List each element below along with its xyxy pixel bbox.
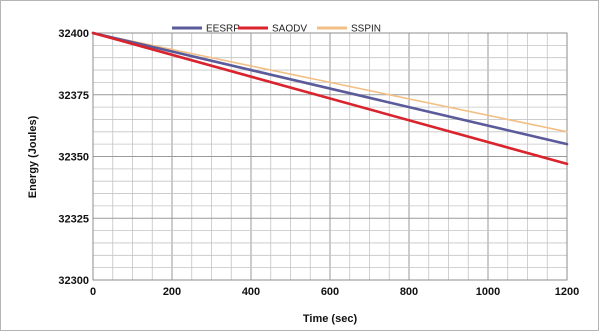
legend-entry-eesrp: EESRP (172, 24, 240, 35)
x-tick-label: 0 (90, 286, 96, 298)
plot-border (92, 32, 568, 281)
x-axis-title: Time (sec) (303, 313, 358, 325)
legend: EESRP SAODV SSPIN (172, 24, 381, 35)
legend-label: SAODV (272, 24, 307, 35)
legend-label: SSPIN (351, 24, 381, 35)
y-tick-label: 32350 (58, 152, 89, 164)
legend-label: EESRP (206, 24, 240, 35)
grid-layer (92, 32, 568, 281)
x-tick-label: 1200 (555, 286, 579, 298)
legend-entry-sspin: SSPIN (317, 24, 381, 35)
y-tick-label: 32325 (58, 213, 89, 225)
series-layer (91, 31, 569, 166)
legend-entry-saodv: SAODV (238, 24, 307, 35)
x-tick-label: 800 (400, 286, 418, 298)
x-tick-label: 400 (242, 286, 260, 298)
series-line-sspin (92, 32, 568, 133)
x-tick-label: 1000 (476, 286, 500, 298)
y-tick-label: 32375 (58, 90, 89, 102)
series-line-eesrp (91, 31, 569, 146)
y-tick-label: 32300 (58, 275, 89, 287)
y-axis-title: Energy (Joules) (27, 115, 39, 198)
axis-layer: 0 200 400 600 800 1000 1200 32300 32325 32350 3237… (58, 28, 579, 298)
x-tick-label: 600 (321, 286, 339, 298)
series-line-saodv (91, 31, 569, 166)
x-tick-label: 200 (163, 286, 181, 298)
y-tick-label: 32400 (58, 28, 89, 40)
